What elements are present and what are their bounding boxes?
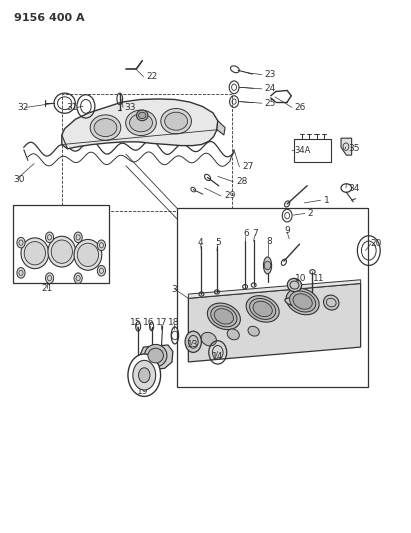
Circle shape — [74, 232, 82, 243]
Ellipse shape — [287, 278, 302, 292]
Text: 26: 26 — [295, 103, 306, 112]
Ellipse shape — [323, 295, 339, 310]
Text: 16: 16 — [143, 318, 155, 327]
Circle shape — [97, 265, 106, 276]
Ellipse shape — [94, 118, 117, 136]
FancyBboxPatch shape — [177, 208, 368, 387]
Text: 4: 4 — [198, 238, 203, 247]
Text: 21: 21 — [42, 284, 53, 293]
Text: 30: 30 — [14, 174, 25, 183]
Text: 1: 1 — [324, 196, 330, 205]
Ellipse shape — [246, 296, 279, 322]
Ellipse shape — [208, 303, 240, 329]
Ellipse shape — [293, 294, 312, 309]
Text: 32: 32 — [18, 103, 29, 112]
Circle shape — [97, 240, 106, 251]
Text: 5: 5 — [215, 238, 221, 247]
Ellipse shape — [285, 298, 304, 307]
Ellipse shape — [227, 329, 239, 340]
Text: 18: 18 — [168, 318, 180, 327]
Ellipse shape — [74, 239, 102, 270]
Polygon shape — [62, 99, 218, 149]
Circle shape — [133, 360, 156, 390]
Text: 33: 33 — [124, 103, 135, 112]
Text: 8: 8 — [266, 237, 272, 246]
Text: 24: 24 — [265, 84, 276, 93]
Text: 14: 14 — [212, 352, 224, 361]
Text: 17: 17 — [156, 318, 167, 327]
Text: 7: 7 — [252, 229, 258, 238]
Ellipse shape — [263, 257, 272, 274]
Ellipse shape — [145, 344, 167, 367]
Ellipse shape — [253, 301, 272, 317]
Text: 29: 29 — [224, 191, 235, 200]
Text: 15: 15 — [129, 318, 141, 327]
Circle shape — [264, 261, 271, 270]
Text: 25: 25 — [265, 99, 276, 108]
Ellipse shape — [77, 243, 99, 266]
Ellipse shape — [211, 306, 237, 327]
Ellipse shape — [139, 112, 146, 118]
Ellipse shape — [90, 115, 121, 140]
Polygon shape — [341, 138, 352, 155]
Circle shape — [74, 273, 82, 284]
FancyBboxPatch shape — [13, 205, 109, 284]
Ellipse shape — [129, 114, 152, 132]
Ellipse shape — [21, 238, 49, 269]
Circle shape — [46, 232, 54, 243]
Text: 9156 400 A: 9156 400 A — [14, 13, 84, 23]
Ellipse shape — [286, 288, 319, 315]
Ellipse shape — [201, 333, 217, 346]
Ellipse shape — [214, 309, 233, 324]
Ellipse shape — [136, 110, 148, 120]
Polygon shape — [188, 280, 360, 298]
Text: 22: 22 — [146, 72, 157, 81]
Ellipse shape — [165, 112, 187, 130]
Text: 12: 12 — [297, 298, 309, 307]
Text: 27: 27 — [242, 163, 254, 171]
Ellipse shape — [248, 326, 259, 336]
Text: 34A: 34A — [295, 147, 311, 156]
Text: 31: 31 — [67, 103, 78, 112]
Circle shape — [185, 331, 201, 352]
Ellipse shape — [249, 298, 276, 319]
Ellipse shape — [161, 109, 192, 134]
Ellipse shape — [290, 291, 316, 312]
Ellipse shape — [24, 241, 46, 265]
Text: 10: 10 — [295, 273, 306, 282]
Text: 23: 23 — [265, 70, 276, 79]
Circle shape — [128, 354, 161, 397]
Text: 3: 3 — [171, 285, 177, 294]
Text: 34: 34 — [349, 183, 360, 192]
Text: 6: 6 — [243, 229, 249, 238]
Text: 13: 13 — [187, 341, 198, 350]
Polygon shape — [188, 284, 360, 362]
Circle shape — [46, 273, 54, 284]
FancyBboxPatch shape — [295, 139, 331, 161]
Circle shape — [139, 368, 150, 383]
Circle shape — [17, 268, 25, 278]
Ellipse shape — [48, 236, 76, 267]
Text: 9: 9 — [284, 226, 290, 235]
Text: 11: 11 — [312, 273, 324, 282]
Polygon shape — [217, 120, 225, 135]
Text: 35: 35 — [349, 144, 360, 154]
Ellipse shape — [126, 110, 156, 135]
Text: 20: 20 — [371, 239, 382, 248]
Ellipse shape — [148, 348, 164, 363]
Circle shape — [17, 237, 25, 248]
Ellipse shape — [51, 240, 72, 263]
Text: 28: 28 — [236, 177, 247, 186]
Text: 19: 19 — [136, 386, 148, 395]
Polygon shape — [139, 345, 173, 370]
Text: 2: 2 — [307, 209, 313, 218]
